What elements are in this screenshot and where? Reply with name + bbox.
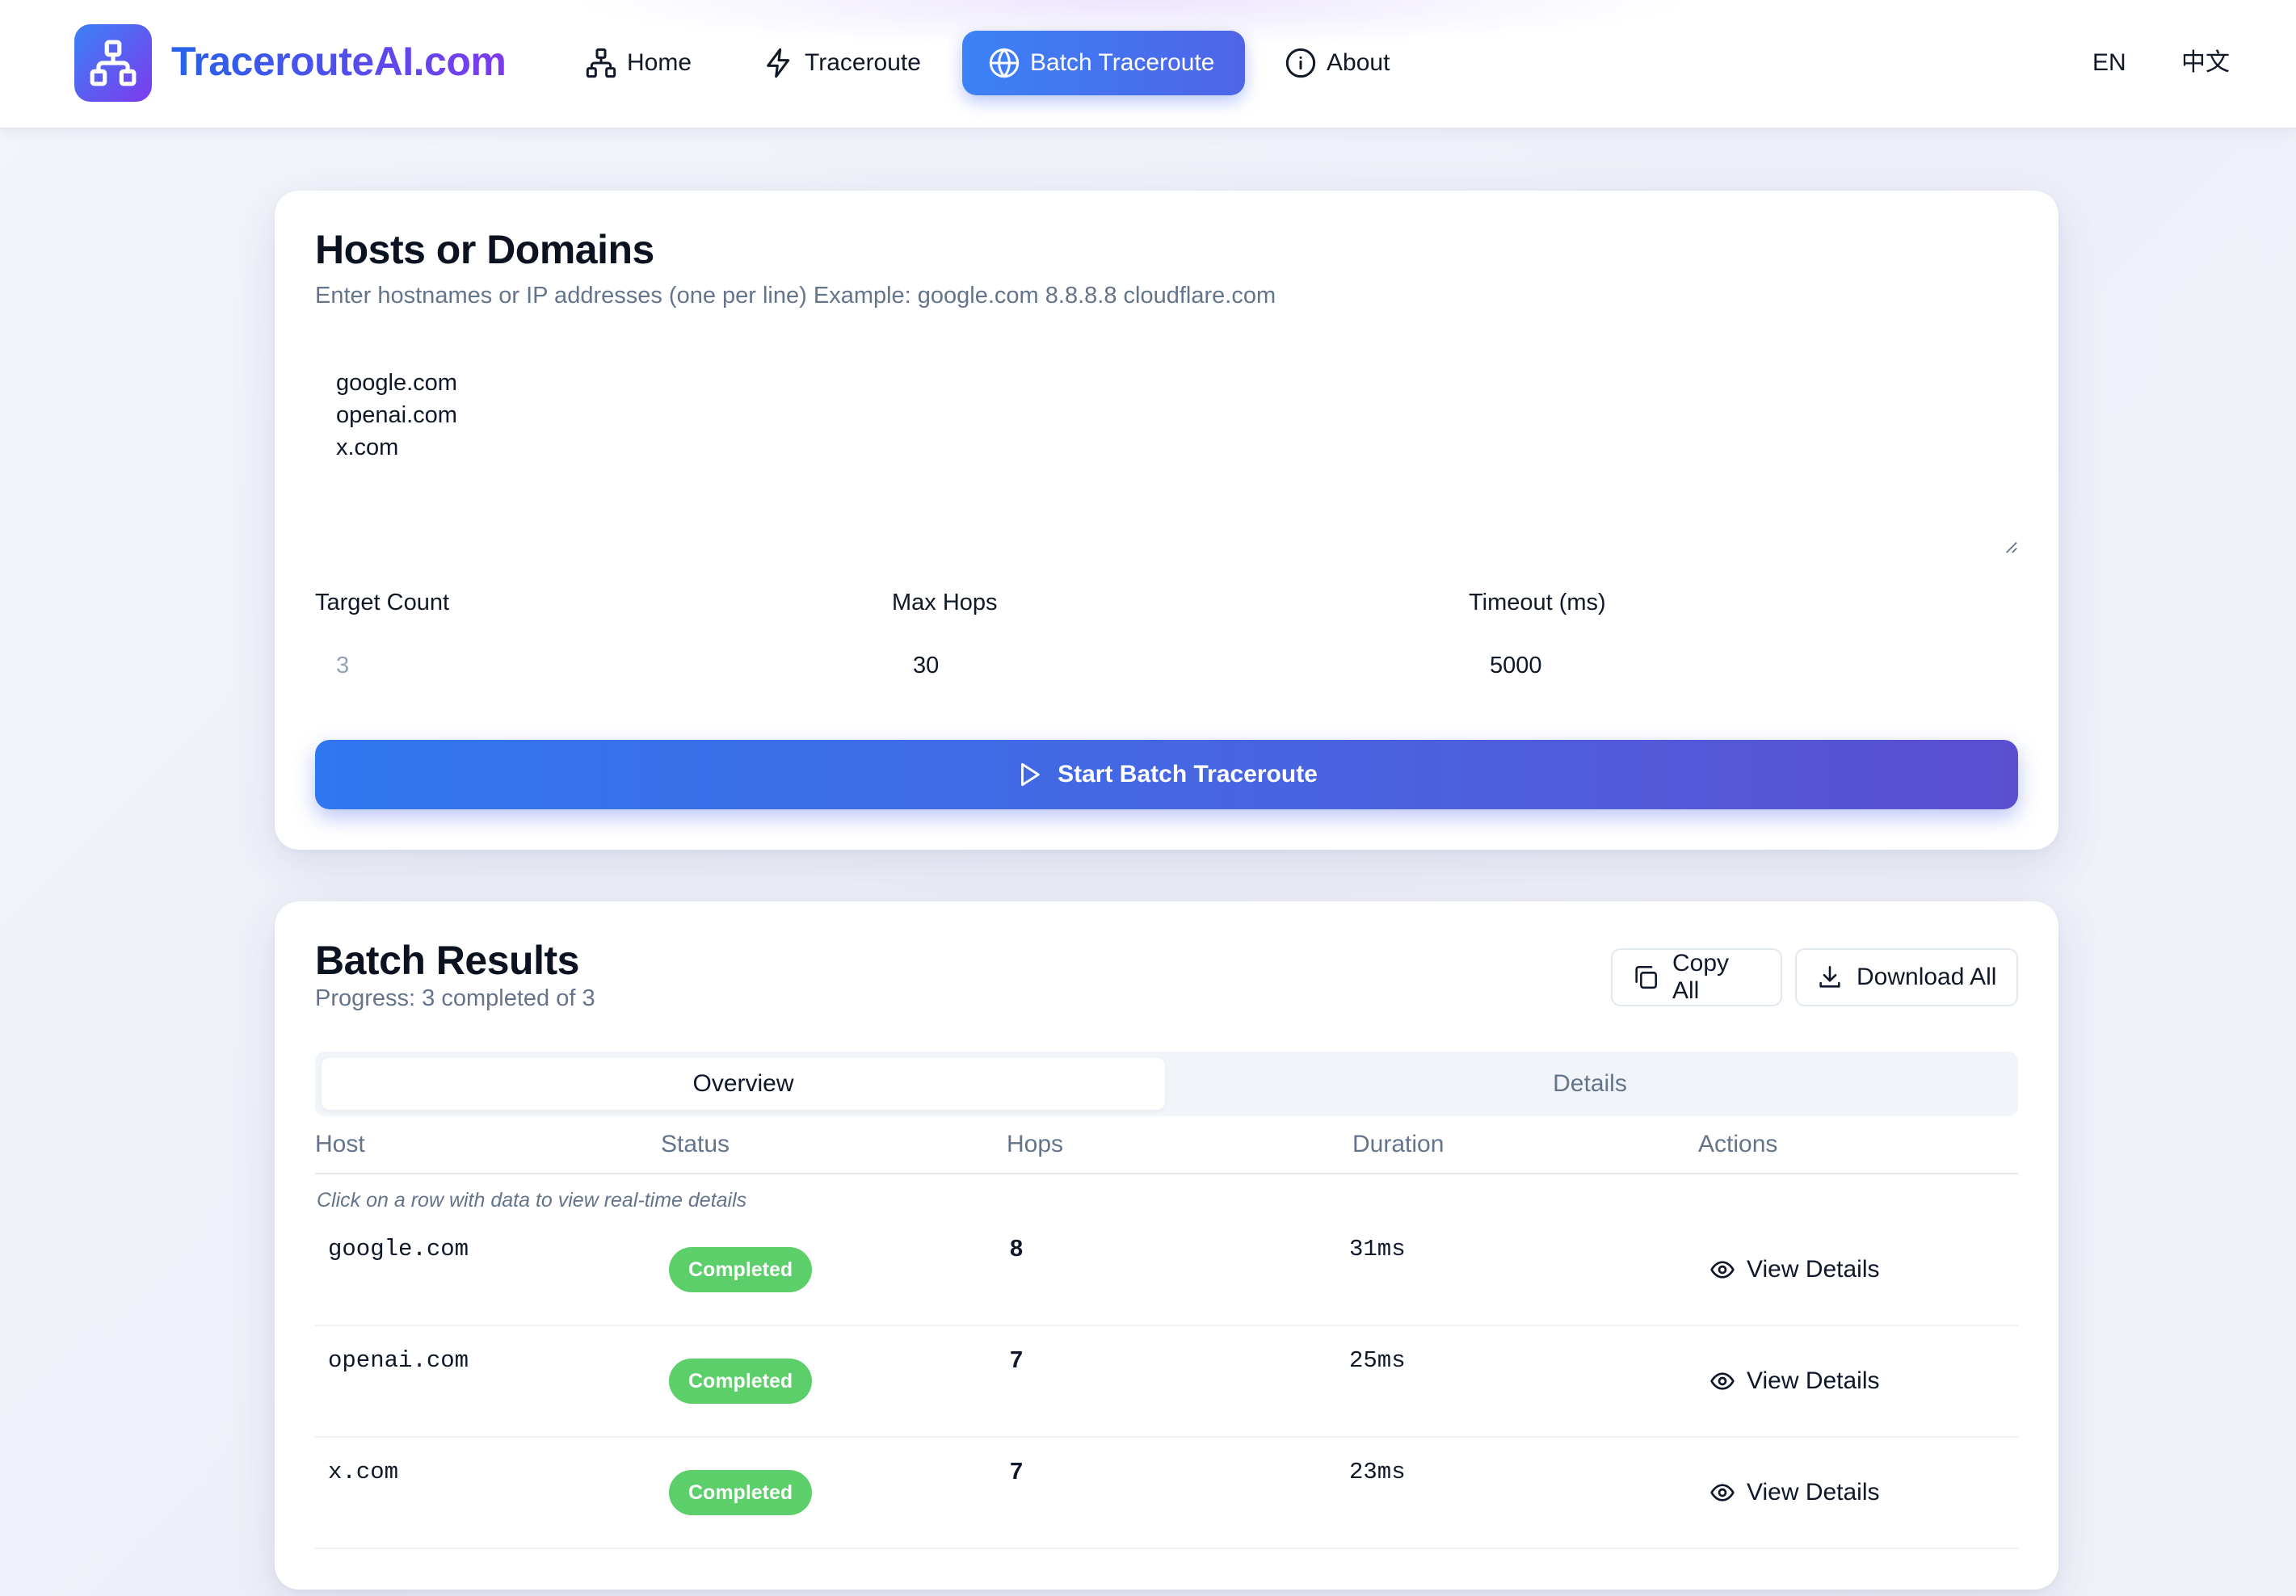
eye-icon xyxy=(1710,1484,1735,1502)
eye-icon xyxy=(1710,1261,1735,1279)
copy-all-label: Copy All xyxy=(1672,950,1730,1004)
lang-zh-button[interactable]: 中文 xyxy=(2181,49,2230,76)
row-host: google.com xyxy=(328,1236,469,1262)
row-duration: 23ms xyxy=(1349,1459,1406,1485)
status-badge: Completed xyxy=(669,1247,813,1292)
table-header-divider xyxy=(315,1173,2018,1174)
copy-all-button[interactable]: Copy All xyxy=(1611,948,1782,1006)
results-tabs: Overview Details xyxy=(315,1052,2018,1116)
results-card xyxy=(275,901,2058,1590)
logo-icon[interactable] xyxy=(74,24,152,102)
status-badge: Completed xyxy=(669,1359,813,1404)
resize-grip-icon[interactable] xyxy=(2004,540,2018,554)
column-header-hops: Hops xyxy=(1007,1131,1064,1157)
nav-traceroute[interactable]: Traceroute xyxy=(737,31,947,95)
info-icon xyxy=(1285,48,1316,78)
table-row[interactable]: openai.com Completed 7 25ms View Details xyxy=(315,1326,2018,1438)
start-button-label: Start Batch Traceroute xyxy=(1058,761,1318,788)
tab-details[interactable]: Details xyxy=(1553,1070,1627,1097)
view-details-label: View Details xyxy=(1747,1479,1880,1506)
host-line: openai.com xyxy=(336,402,457,428)
top-navbar: TracerouteAI.com Home Traceroute Batch T… xyxy=(0,0,2296,129)
view-details-button[interactable]: View Details xyxy=(1709,1470,1880,1515)
lang-en-button[interactable]: EN xyxy=(2092,49,2126,76)
row-hops: 8 xyxy=(1010,1236,1024,1262)
nav-traceroute-label: Traceroute xyxy=(805,49,921,76)
row-hops: 7 xyxy=(1010,1347,1024,1373)
target-count-label: Target Count xyxy=(315,590,450,615)
globe-icon xyxy=(989,48,1020,78)
nav-home[interactable]: Home xyxy=(559,31,717,95)
download-icon xyxy=(1819,965,1840,988)
table-hint: Click on a row with data to view real-ti… xyxy=(317,1189,747,1212)
start-batch-traceroute-button[interactable]: Start Batch Traceroute xyxy=(315,740,2018,809)
column-header-actions: Actions xyxy=(1698,1131,1778,1157)
hosts-card-subtitle: Enter hostnames or IP addresses (one per… xyxy=(315,283,1276,309)
column-header-status: Status xyxy=(661,1131,730,1157)
table-row[interactable]: x.com Completed 7 23ms View Details xyxy=(315,1438,2018,1549)
row-host: openai.com xyxy=(328,1347,469,1374)
play-icon xyxy=(1021,762,1040,787)
nav-batch-traceroute[interactable]: Batch Traceroute xyxy=(962,31,1245,95)
results-card-title: Batch Results xyxy=(315,938,579,983)
row-duration: 31ms xyxy=(1349,1236,1406,1262)
nav-about[interactable]: About xyxy=(1259,31,1415,95)
row-duration: 25ms xyxy=(1349,1347,1406,1374)
view-details-button[interactable]: View Details xyxy=(1709,1247,1880,1292)
row-host: x.com xyxy=(328,1459,399,1485)
view-details-button[interactable]: View Details xyxy=(1709,1359,1880,1404)
status-badge: Completed xyxy=(669,1470,813,1515)
timeout-label: Timeout (ms) xyxy=(1469,590,1606,615)
host-line: x.com xyxy=(336,435,399,460)
download-all-button[interactable]: Download All xyxy=(1795,948,2018,1006)
nav-home-label: Home xyxy=(627,49,692,76)
download-all-label: Download All xyxy=(1857,964,1997,990)
hosts-textarea[interactable]: google.com openai.com x.com xyxy=(315,338,2018,557)
max-hops-label: Max Hops xyxy=(892,590,998,615)
copy-icon xyxy=(1635,965,1658,989)
table-row[interactable]: google.com Completed 8 31ms View Details xyxy=(315,1215,2018,1326)
lightning-icon xyxy=(767,48,790,78)
tab-overview[interactable]: Overview xyxy=(322,1058,1165,1110)
nav-about-label: About xyxy=(1327,49,1390,76)
row-hops: 7 xyxy=(1010,1459,1024,1485)
nav-batch-traceroute-label: Batch Traceroute xyxy=(1030,49,1215,76)
hosts-card-title: Hosts or Domains xyxy=(315,227,654,272)
view-details-label: View Details xyxy=(1747,1256,1880,1283)
column-header-host: Host xyxy=(315,1131,365,1157)
brand-name[interactable]: TracerouteAI.com xyxy=(171,36,507,87)
target-count-input[interactable]: 3 xyxy=(336,653,350,678)
progress-text: Progress: 3 completed of 3 xyxy=(315,985,595,1011)
host-line: google.com xyxy=(336,370,457,396)
max-hops-input[interactable]: 30 xyxy=(913,653,940,678)
timeout-input[interactable]: 5000 xyxy=(1490,653,1542,678)
network-icon xyxy=(586,48,616,78)
column-header-duration: Duration xyxy=(1352,1131,1444,1157)
eye-icon xyxy=(1710,1372,1735,1390)
view-details-label: View Details xyxy=(1747,1367,1880,1394)
